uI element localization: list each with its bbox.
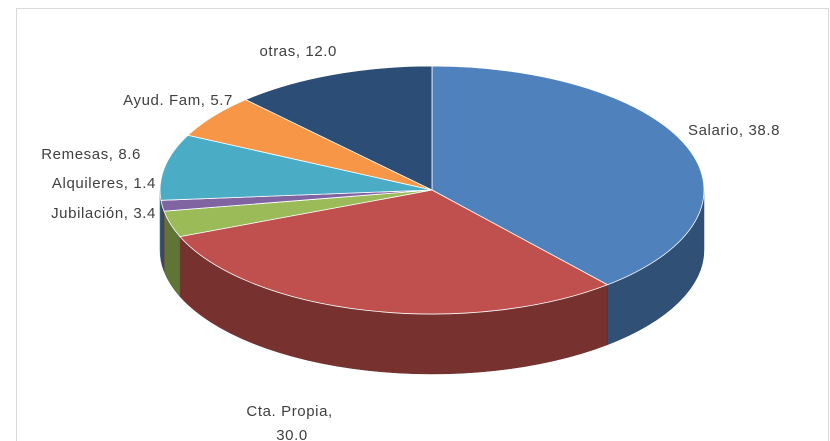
label-separator: , bbox=[124, 175, 134, 192]
label-value: 5.7 bbox=[210, 92, 233, 109]
label-value: 12.0 bbox=[305, 43, 337, 60]
data-label: Jubilación, 3.4 bbox=[51, 205, 156, 222]
data-label: Salario, 38.8 bbox=[688, 122, 780, 139]
label-category: Remesas bbox=[41, 146, 109, 163]
pie-slice bbox=[244, 65, 433, 191]
data-label: Alquileres, 1.4 bbox=[52, 175, 156, 192]
label-category: Alquileres bbox=[52, 175, 124, 192]
label-category: Ayud. Fam bbox=[123, 92, 201, 109]
label-value: 30.0 bbox=[276, 427, 308, 441]
label-separator: , bbox=[201, 92, 211, 109]
label-value: 1.4 bbox=[133, 175, 156, 192]
label-value: 3.4 bbox=[133, 205, 156, 222]
label-separator: , bbox=[109, 146, 119, 163]
pie-slice bbox=[179, 189, 609, 315]
label-separator: , bbox=[296, 43, 306, 60]
data-label: Remesas, 8.6 bbox=[41, 146, 141, 163]
data-label: otras, 12.0 bbox=[259, 43, 337, 60]
label-category: Jubilación bbox=[51, 205, 124, 222]
label-separator: , bbox=[739, 122, 749, 139]
label-category: Cta. Propia bbox=[246, 403, 328, 420]
label-separator: , bbox=[328, 403, 338, 420]
label-value: 8.6 bbox=[118, 146, 141, 163]
label-value: 38.8 bbox=[748, 122, 780, 139]
label-separator: , bbox=[124, 205, 134, 222]
data-label: Cta. Propia, 30.0 bbox=[246, 403, 337, 441]
data-label: Ayud. Fam, 5.7 bbox=[123, 92, 233, 109]
pie-slice bbox=[159, 134, 433, 201]
label-category: Salario bbox=[688, 122, 739, 139]
pie-slice bbox=[431, 65, 705, 286]
label-category: otras bbox=[259, 43, 295, 60]
